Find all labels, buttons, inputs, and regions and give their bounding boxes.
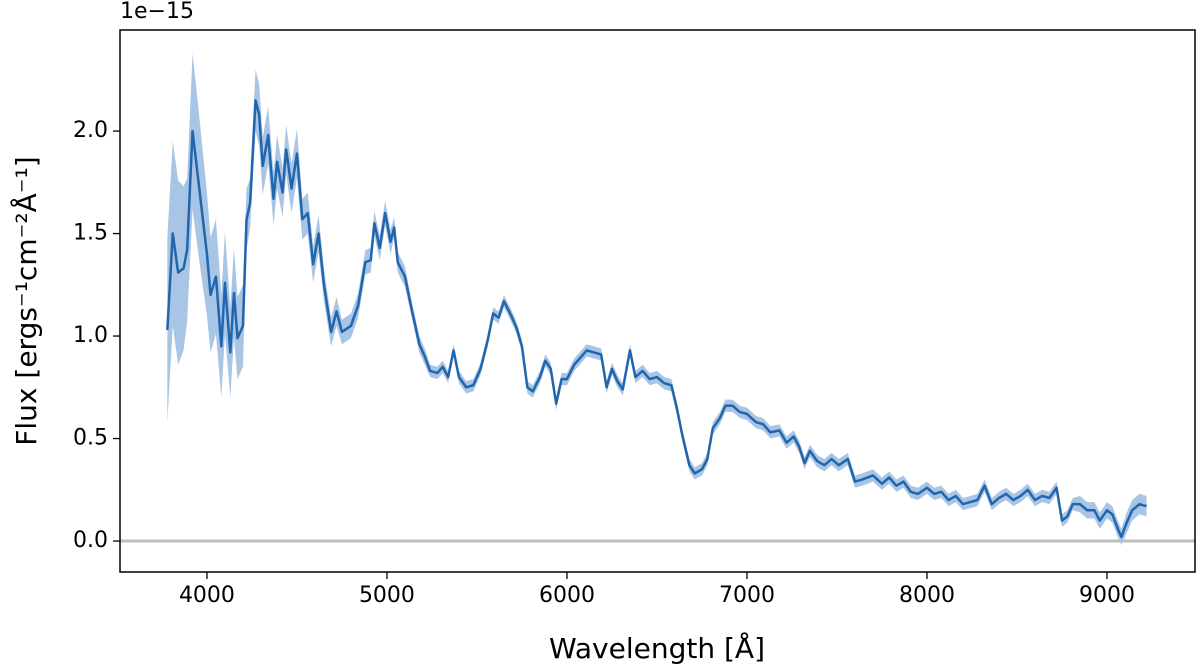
y-tick-label: 0.5 xyxy=(73,426,108,451)
x-tick-label: 5000 xyxy=(359,583,415,608)
x-tick-label: 8000 xyxy=(899,583,955,608)
spectrum-line xyxy=(166,99,1147,539)
error-band xyxy=(167,53,1147,546)
y-axis-label: Flux [ergs⁻¹cm⁻²Å⁻¹] xyxy=(9,156,43,445)
y-tick-label: 0.0 xyxy=(73,528,108,553)
x-tick-label: 4000 xyxy=(179,583,235,608)
x-axis-label: Wavelength [Å] xyxy=(549,631,765,665)
y-tick-label: 1.0 xyxy=(73,323,108,348)
x-tick-label: 6000 xyxy=(539,583,595,608)
plot-frame xyxy=(119,29,1196,573)
y-tick-label: 1.5 xyxy=(73,221,108,246)
x-tick-label: 7000 xyxy=(719,583,775,608)
offset-text: 1e−15 xyxy=(120,0,194,24)
x-tick-label: 9000 xyxy=(1079,583,1135,608)
y-tick-label: 2.0 xyxy=(73,118,108,143)
